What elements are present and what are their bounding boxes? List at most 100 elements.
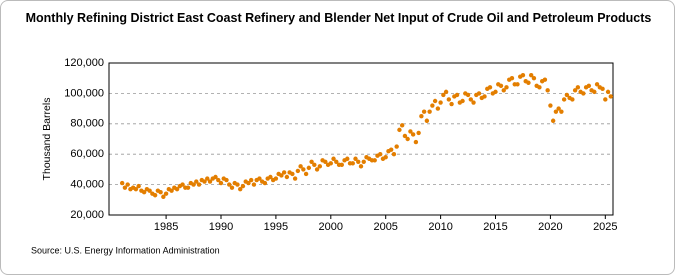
point [575, 85, 581, 90]
point [358, 164, 364, 169]
point [581, 91, 586, 96]
y-tick-label: 20,000 [70, 209, 104, 221]
x-tick-label: 2020 [538, 221, 562, 233]
point [185, 185, 191, 190]
point [279, 173, 284, 178]
point [454, 92, 460, 98]
x-tick-label: 1990 [209, 221, 233, 233]
point [570, 97, 575, 102]
point [248, 177, 254, 183]
point [572, 88, 578, 93]
point [438, 100, 443, 105]
point [298, 164, 303, 169]
point [141, 190, 147, 195]
point [421, 109, 427, 114]
point [498, 83, 504, 89]
y-axis-label: Thousand Barrels [41, 98, 53, 181]
point [218, 180, 224, 186]
point [196, 182, 202, 187]
point [600, 86, 605, 92]
point [391, 152, 397, 157]
point [306, 165, 312, 171]
point [408, 129, 413, 134]
point [542, 77, 548, 82]
point [592, 89, 597, 95]
plot-frame [108, 62, 614, 216]
point [399, 123, 405, 128]
point [235, 182, 240, 187]
point [169, 188, 174, 193]
point [388, 147, 394, 152]
point [528, 72, 534, 78]
point [605, 89, 611, 95]
point [314, 167, 320, 172]
point [152, 193, 158, 198]
point [515, 82, 520, 87]
point [427, 109, 432, 114]
point [468, 97, 474, 102]
point [202, 179, 207, 184]
point [361, 159, 366, 164]
point [416, 130, 421, 136]
point [356, 159, 361, 164]
point [292, 176, 298, 181]
y-tick-label: 60,000 [70, 148, 104, 160]
point [397, 127, 402, 133]
point [240, 183, 246, 189]
point [504, 85, 509, 90]
point [413, 139, 419, 145]
point [323, 159, 328, 164]
point [158, 190, 163, 195]
point [559, 109, 564, 114]
point [174, 186, 180, 192]
point [410, 132, 416, 137]
point [432, 98, 438, 104]
point [405, 136, 410, 142]
point [229, 185, 235, 190]
point [531, 76, 537, 81]
point [328, 161, 334, 166]
point [224, 177, 229, 183]
x-tick-label: 2010 [428, 221, 452, 233]
y-tick-label: 100,000 [64, 87, 104, 99]
point [309, 159, 314, 164]
point [482, 94, 487, 99]
point [119, 180, 125, 186]
point [350, 161, 355, 166]
point [561, 97, 567, 102]
point [216, 177, 221, 183]
point [147, 188, 152, 193]
point [441, 92, 446, 98]
chart-title: Monthly Refining District East Coast Ref… [25, 11, 652, 25]
source: Source: U.S. Energy Information Administ… [31, 245, 220, 255]
point [125, 182, 130, 187]
point [564, 92, 570, 98]
point [194, 179, 199, 184]
point [295, 168, 301, 174]
point [608, 94, 614, 99]
point [435, 106, 441, 111]
point [136, 183, 141, 189]
point [520, 72, 526, 78]
point [430, 103, 435, 108]
point [556, 106, 561, 111]
point [553, 109, 559, 114]
point [537, 85, 542, 90]
point [545, 88, 550, 93]
point [501, 88, 506, 93]
point [312, 162, 317, 168]
point [133, 186, 139, 192]
point [424, 118, 430, 123]
point [207, 179, 213, 184]
point [205, 176, 210, 181]
point [378, 152, 383, 157]
x-tick-label: 1985 [154, 221, 178, 233]
x-tick-label: 2015 [483, 221, 507, 233]
x-tick-label: 1995 [264, 221, 288, 233]
x-tick-label: 2025 [593, 221, 617, 233]
point [586, 83, 592, 89]
point [331, 156, 336, 161]
point [180, 182, 185, 187]
